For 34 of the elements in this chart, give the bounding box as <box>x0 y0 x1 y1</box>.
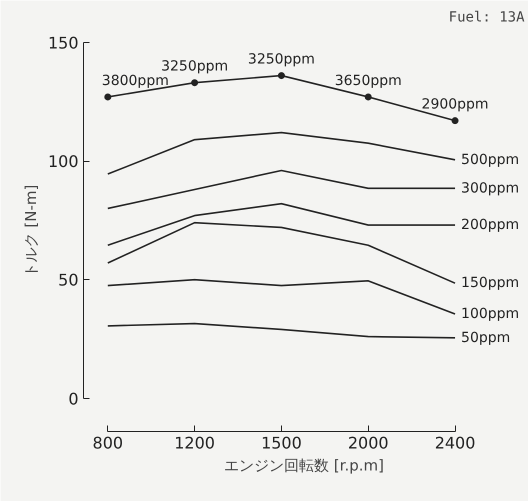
annotation: 3250ppm <box>248 52 315 68</box>
series-label: 300ppm <box>461 180 520 196</box>
chart-title: Fuel: 13A <box>448 10 526 26</box>
y-tick-label: 100 <box>48 152 79 172</box>
line-series <box>107 132 456 175</box>
line-series <box>107 322 456 339</box>
annotation: 3800ppm <box>102 72 169 89</box>
series-label: 100ppm <box>461 306 520 322</box>
line-series <box>107 278 456 315</box>
y-axis-title: トルク [N-m] <box>22 184 40 278</box>
x-tick-label: 2000 <box>348 434 389 452</box>
series-label: 500ppm <box>461 152 520 168</box>
x-tick-label: 800 <box>92 434 124 452</box>
x-tick-label: 2400 <box>434 434 476 452</box>
point <box>104 93 112 100</box>
series-label: 50ppm <box>461 330 510 346</box>
series-label: 150ppm <box>461 275 520 292</box>
x-tick-label: 1200 <box>174 434 215 452</box>
y-tick-label: 0 <box>68 389 79 408</box>
point <box>452 117 459 124</box>
annotation: 2900ppm <box>422 96 489 113</box>
annotation: 3250ppm <box>161 58 228 75</box>
line-series <box>107 170 456 210</box>
point <box>364 93 372 100</box>
x-axis-title: エンジン回転数 [r.p.m] <box>224 456 384 474</box>
line-series <box>107 202 456 246</box>
y-tick-label: 150 <box>48 33 79 52</box>
line-series <box>107 222 456 284</box>
x-tick-label: 1500 <box>261 434 302 452</box>
annotation: 3650ppm <box>334 72 402 89</box>
y-tick-label: 50 <box>58 270 78 290</box>
point <box>191 79 198 86</box>
point <box>278 72 285 80</box>
series-label: 200ppm <box>461 217 520 234</box>
